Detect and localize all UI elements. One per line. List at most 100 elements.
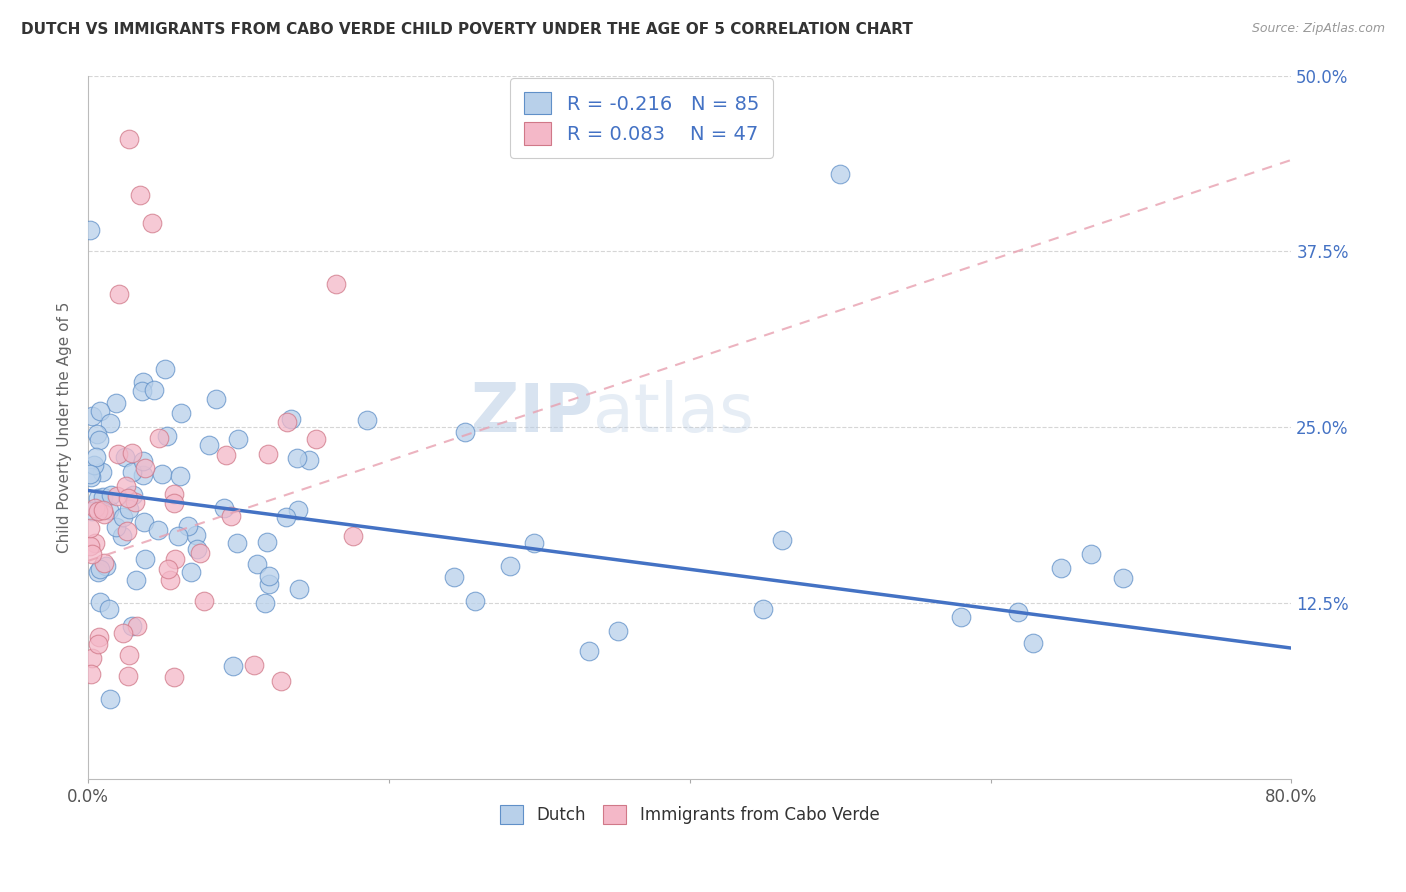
Point — [91, 490, 114, 504]
Point — [454, 425, 477, 439]
Point — [155, 361, 177, 376]
Point — [80, 470, 103, 484]
Point — [163, 496, 186, 510]
Point — [1112, 571, 1135, 585]
Point — [274, 510, 297, 524]
Point — [132, 375, 155, 389]
Point — [287, 451, 309, 466]
Point — [125, 618, 148, 632]
Point — [169, 469, 191, 483]
Point — [79, 521, 101, 535]
Point — [270, 674, 292, 689]
Point — [1007, 605, 1029, 619]
Point — [226, 535, 249, 549]
Point — [121, 465, 143, 479]
Point — [305, 432, 328, 446]
Point — [257, 569, 280, 583]
Point — [606, 624, 628, 638]
Point — [150, 467, 173, 481]
Point — [163, 670, 186, 684]
Point — [193, 594, 215, 608]
Point — [551, 82, 574, 96]
Point — [107, 286, 129, 301]
Point — [83, 458, 105, 472]
Point — [86, 427, 108, 442]
Point — [117, 669, 139, 683]
Point — [257, 576, 280, 591]
Point — [163, 487, 186, 501]
Point — [205, 392, 228, 406]
Point — [87, 565, 110, 579]
Point — [523, 536, 546, 550]
Point — [221, 659, 243, 673]
Point — [97, 602, 120, 616]
Point — [107, 447, 129, 461]
Point — [131, 384, 153, 399]
Point — [118, 132, 141, 146]
Point — [87, 491, 110, 505]
Point — [83, 536, 105, 550]
Point — [464, 594, 486, 608]
Point — [256, 535, 278, 549]
Point — [170, 406, 193, 420]
Point — [212, 500, 235, 515]
Point — [156, 429, 179, 443]
Point — [115, 524, 138, 538]
Point — [356, 413, 378, 427]
Point — [325, 277, 347, 292]
Point — [121, 446, 143, 460]
Point — [159, 573, 181, 587]
Text: atlas: atlas — [593, 380, 755, 446]
Point — [499, 558, 522, 573]
Point — [87, 630, 110, 644]
Point — [112, 625, 135, 640]
Point — [752, 602, 775, 616]
Point — [257, 447, 280, 461]
Point — [163, 551, 186, 566]
Point — [157, 562, 180, 576]
Point — [276, 415, 298, 429]
Point — [124, 494, 146, 508]
Point — [219, 508, 242, 523]
Point — [89, 595, 111, 609]
Point — [146, 523, 169, 537]
Point — [114, 450, 136, 464]
Point — [80, 667, 103, 681]
Point — [91, 503, 114, 517]
Point — [97, 502, 120, 516]
Point — [111, 529, 134, 543]
Point — [134, 515, 156, 529]
Point — [118, 501, 141, 516]
Point — [86, 637, 108, 651]
Text: ZIP: ZIP — [471, 380, 593, 446]
Point — [342, 529, 364, 543]
Point — [84, 450, 107, 464]
Point — [121, 619, 143, 633]
Point — [148, 431, 170, 445]
Point — [1050, 560, 1073, 574]
Point — [89, 562, 111, 576]
Point — [83, 500, 105, 515]
Point — [167, 529, 190, 543]
Point — [186, 542, 208, 557]
Point — [246, 557, 269, 571]
Point — [93, 556, 115, 570]
Point — [80, 409, 103, 423]
Point — [132, 454, 155, 468]
Point — [243, 657, 266, 672]
Point — [254, 596, 277, 610]
Point — [79, 540, 101, 554]
Point — [226, 432, 249, 446]
Point — [288, 582, 311, 597]
Point — [100, 488, 122, 502]
Point — [188, 546, 211, 560]
Point — [82, 548, 104, 562]
Point — [280, 411, 302, 425]
Point — [105, 396, 128, 410]
Point — [79, 223, 101, 237]
Point — [443, 569, 465, 583]
Point — [89, 433, 111, 447]
Y-axis label: Child Poverty Under the Age of 5: Child Poverty Under the Age of 5 — [58, 301, 72, 553]
Point — [96, 558, 118, 573]
Point — [578, 644, 600, 658]
